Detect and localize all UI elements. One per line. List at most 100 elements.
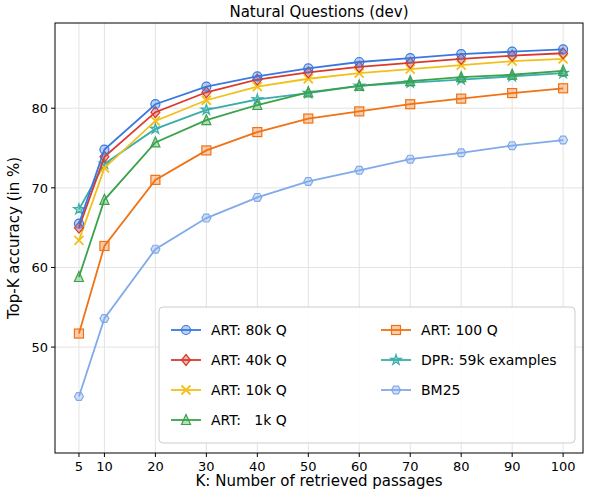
legend-label: BM25 <box>421 382 461 398</box>
point <box>202 115 211 125</box>
tick <box>257 453 258 457</box>
chart: 510203040506070809010050607080Natural Qu… <box>0 0 590 492</box>
tick-label: 70 <box>31 181 48 196</box>
legend-marker <box>391 355 401 365</box>
tick-label: 20 <box>147 459 164 474</box>
point <box>74 329 83 338</box>
grid-line <box>104 23 105 453</box>
legend-label: ART: 100 Q <box>421 322 498 338</box>
legend-marker <box>392 386 401 394</box>
point <box>508 142 517 150</box>
point <box>457 72 466 82</box>
point <box>100 145 109 154</box>
point <box>508 47 517 56</box>
point <box>74 393 83 401</box>
legend-label: ART: 1k Q <box>211 412 287 428</box>
legend-marker <box>182 355 191 366</box>
point <box>100 241 109 250</box>
point <box>355 80 364 90</box>
tick <box>512 453 513 457</box>
point <box>457 94 466 103</box>
point <box>253 193 262 201</box>
tick <box>563 453 564 457</box>
y-axis-label: Top-K accuracy (in %) <box>5 157 23 320</box>
point <box>201 104 211 114</box>
legend-marker <box>182 386 191 395</box>
legend-label: DPR: 59k examples <box>421 352 557 368</box>
tick-label: 60 <box>31 260 48 275</box>
point <box>151 137 160 147</box>
point <box>202 82 211 91</box>
series-line <box>79 71 563 277</box>
legend-marker <box>392 326 401 335</box>
point <box>406 54 415 63</box>
point <box>355 58 364 67</box>
legend-label: ART: 40k Q <box>211 352 287 368</box>
series-line <box>79 49 563 223</box>
tick <box>51 187 55 188</box>
grid-line <box>55 267 583 268</box>
plot-frame <box>55 23 583 453</box>
tick <box>78 453 79 457</box>
point <box>406 76 415 86</box>
legend-box <box>159 307 575 443</box>
point <box>151 175 160 184</box>
tick-label: 80 <box>453 459 470 474</box>
point <box>355 166 364 174</box>
point <box>100 194 109 204</box>
point <box>457 149 466 157</box>
series-line <box>79 59 563 241</box>
legend-marker <box>182 415 191 425</box>
point <box>253 128 262 137</box>
tick <box>51 108 55 109</box>
point <box>74 236 83 245</box>
point <box>253 72 262 81</box>
tick-label: 90 <box>504 459 521 474</box>
point <box>508 69 517 79</box>
point <box>559 45 568 54</box>
grid-line <box>55 108 583 109</box>
tick <box>308 453 309 457</box>
tick-label: 100 <box>551 459 576 474</box>
point <box>559 84 568 93</box>
point <box>559 136 568 144</box>
point <box>304 87 313 97</box>
tick-label: 5 <box>75 459 83 474</box>
legend: ART: 80k Q ART: 40k Q ART: 10k Q ART: 1k Q A… <box>159 307 575 443</box>
point <box>74 272 83 282</box>
tick <box>155 453 156 457</box>
point <box>151 245 160 253</box>
point <box>74 219 83 228</box>
tick <box>51 347 55 348</box>
tick <box>410 453 411 457</box>
tick-label: 80 <box>31 101 48 116</box>
grid-line <box>155 23 156 453</box>
point <box>304 114 313 123</box>
point <box>559 65 568 75</box>
series-line <box>79 53 563 227</box>
tick <box>359 453 360 457</box>
tick-label: 10 <box>96 459 113 474</box>
tick <box>461 453 462 457</box>
legend-label: ART: 80k Q <box>211 322 287 338</box>
point <box>202 146 211 155</box>
point <box>151 100 160 109</box>
point <box>304 64 313 73</box>
tick <box>51 267 55 268</box>
series-line <box>79 88 563 333</box>
x-axis-label: K: Number of retrieved passages <box>196 472 443 490</box>
point <box>355 107 364 116</box>
tick <box>104 453 105 457</box>
legend-marker <box>182 326 191 335</box>
grid-line <box>55 187 583 188</box>
point <box>202 214 211 222</box>
point <box>406 155 415 163</box>
tick <box>206 453 207 457</box>
tick-label: 50 <box>31 340 48 355</box>
legend-label: ART: 10k Q <box>211 382 287 398</box>
point <box>100 315 109 323</box>
point <box>457 50 466 59</box>
series-line <box>79 73 563 209</box>
title: Natural Questions (dev) <box>229 3 408 21</box>
point <box>304 178 313 186</box>
